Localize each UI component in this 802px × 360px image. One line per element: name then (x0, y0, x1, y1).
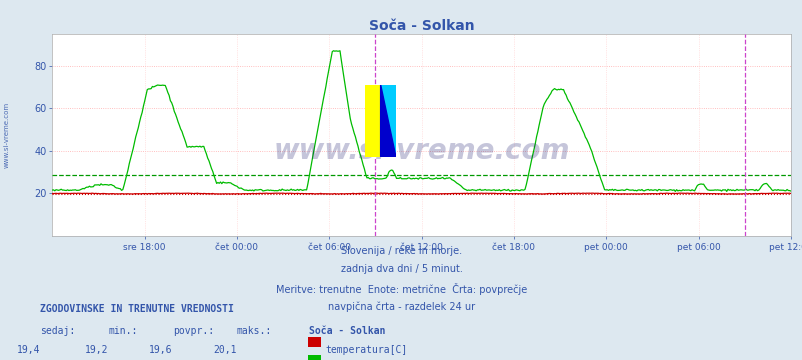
Title: Soča - Solkan: Soča - Solkan (368, 19, 474, 33)
Bar (365, 85, 380, 157)
Text: www.si-vreme.com: www.si-vreme.com (3, 102, 10, 168)
Text: 20,1: 20,1 (213, 345, 237, 355)
Text: Soča - Solkan: Soča - Solkan (309, 326, 385, 336)
Text: Meritve: trenutne  Enote: metrične  Črta: povprečje: Meritve: trenutne Enote: metrične Črta: … (276, 283, 526, 295)
Text: temperatura[C]: temperatura[C] (325, 345, 407, 355)
Polygon shape (380, 85, 395, 157)
Text: navpična črta - razdelek 24 ur: navpična črta - razdelek 24 ur (327, 302, 475, 312)
Text: ZGODOVINSKE IN TRENUTNE VREDNOSTI: ZGODOVINSKE IN TRENUTNE VREDNOSTI (40, 304, 233, 314)
Text: povpr.:: povpr.: (172, 326, 213, 336)
Text: 19,4: 19,4 (17, 345, 40, 355)
Text: min.:: min.: (108, 326, 138, 336)
Text: zadnja dva dni / 5 minut.: zadnja dva dni / 5 minut. (340, 264, 462, 274)
Text: 19,2: 19,2 (85, 345, 108, 355)
Text: Slovenija / reke in morje.: Slovenija / reke in morje. (341, 246, 461, 256)
Text: 19,6: 19,6 (149, 345, 172, 355)
Polygon shape (380, 85, 395, 157)
Text: sedaj:: sedaj: (40, 326, 75, 336)
Text: maks.:: maks.: (237, 326, 272, 336)
Text: www.si-vreme.com: www.si-vreme.com (273, 137, 569, 165)
